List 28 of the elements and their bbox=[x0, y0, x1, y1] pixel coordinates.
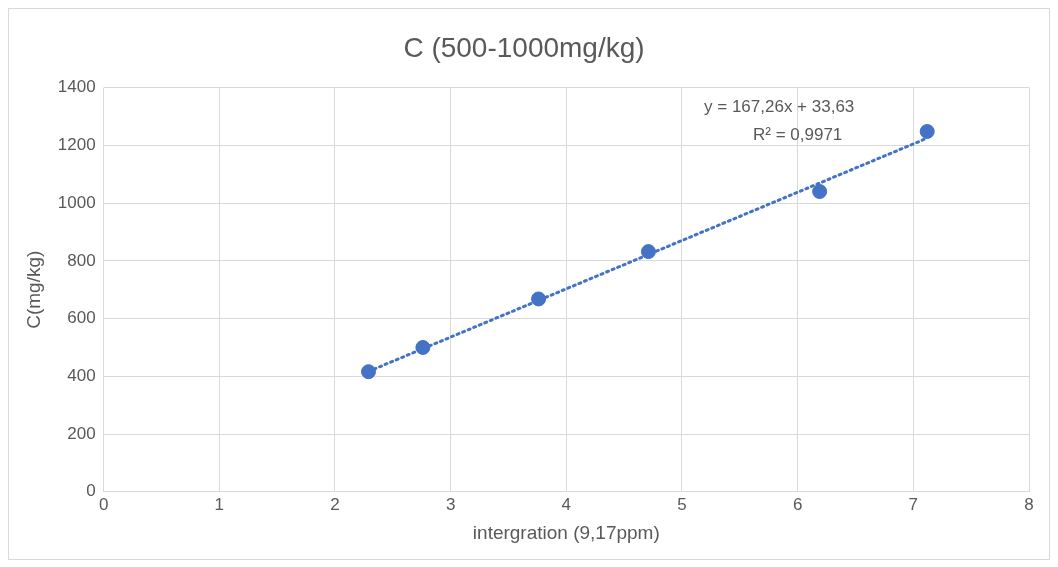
y-tick-label: 400 bbox=[67, 366, 96, 385]
y-axis-title: C(mg/kg) bbox=[22, 250, 44, 329]
annotation: R² = 0,9971 bbox=[753, 125, 843, 145]
x-axis-title: intergration (9,17ppm) bbox=[472, 521, 660, 543]
y-tick-label: 600 bbox=[67, 308, 96, 328]
x-tick-label: 2 bbox=[330, 494, 340, 514]
x-tick-label: 0 bbox=[98, 494, 109, 514]
x-tick-label: 7 bbox=[908, 494, 919, 514]
y-tick-label: 1000 bbox=[57, 192, 96, 212]
point bbox=[919, 123, 935, 139]
x-tick-label: 3 bbox=[445, 494, 456, 514]
point bbox=[415, 339, 431, 355]
x-tick-label: 1 bbox=[214, 494, 225, 514]
point bbox=[531, 291, 547, 307]
chart-title: C (500-1000mg/kg) bbox=[403, 31, 645, 63]
x-tick-label: 4 bbox=[561, 494, 572, 514]
point bbox=[640, 244, 656, 260]
annotation: y = 167,26x + 33,63 bbox=[704, 97, 855, 117]
y-tick-label: 0 bbox=[86, 481, 96, 501]
y-tick-label: 800 bbox=[67, 250, 96, 270]
point bbox=[812, 184, 828, 200]
x-tick-label: 5 bbox=[677, 494, 687, 514]
y-tick-label: 200 bbox=[67, 423, 96, 443]
point bbox=[361, 364, 377, 380]
x-tick-label: 6 bbox=[792, 494, 803, 514]
y-tick-label: 1400 bbox=[57, 77, 96, 97]
x-tick-label: 8 bbox=[1024, 494, 1034, 514]
y-tick-label: 1200 bbox=[57, 135, 96, 155]
